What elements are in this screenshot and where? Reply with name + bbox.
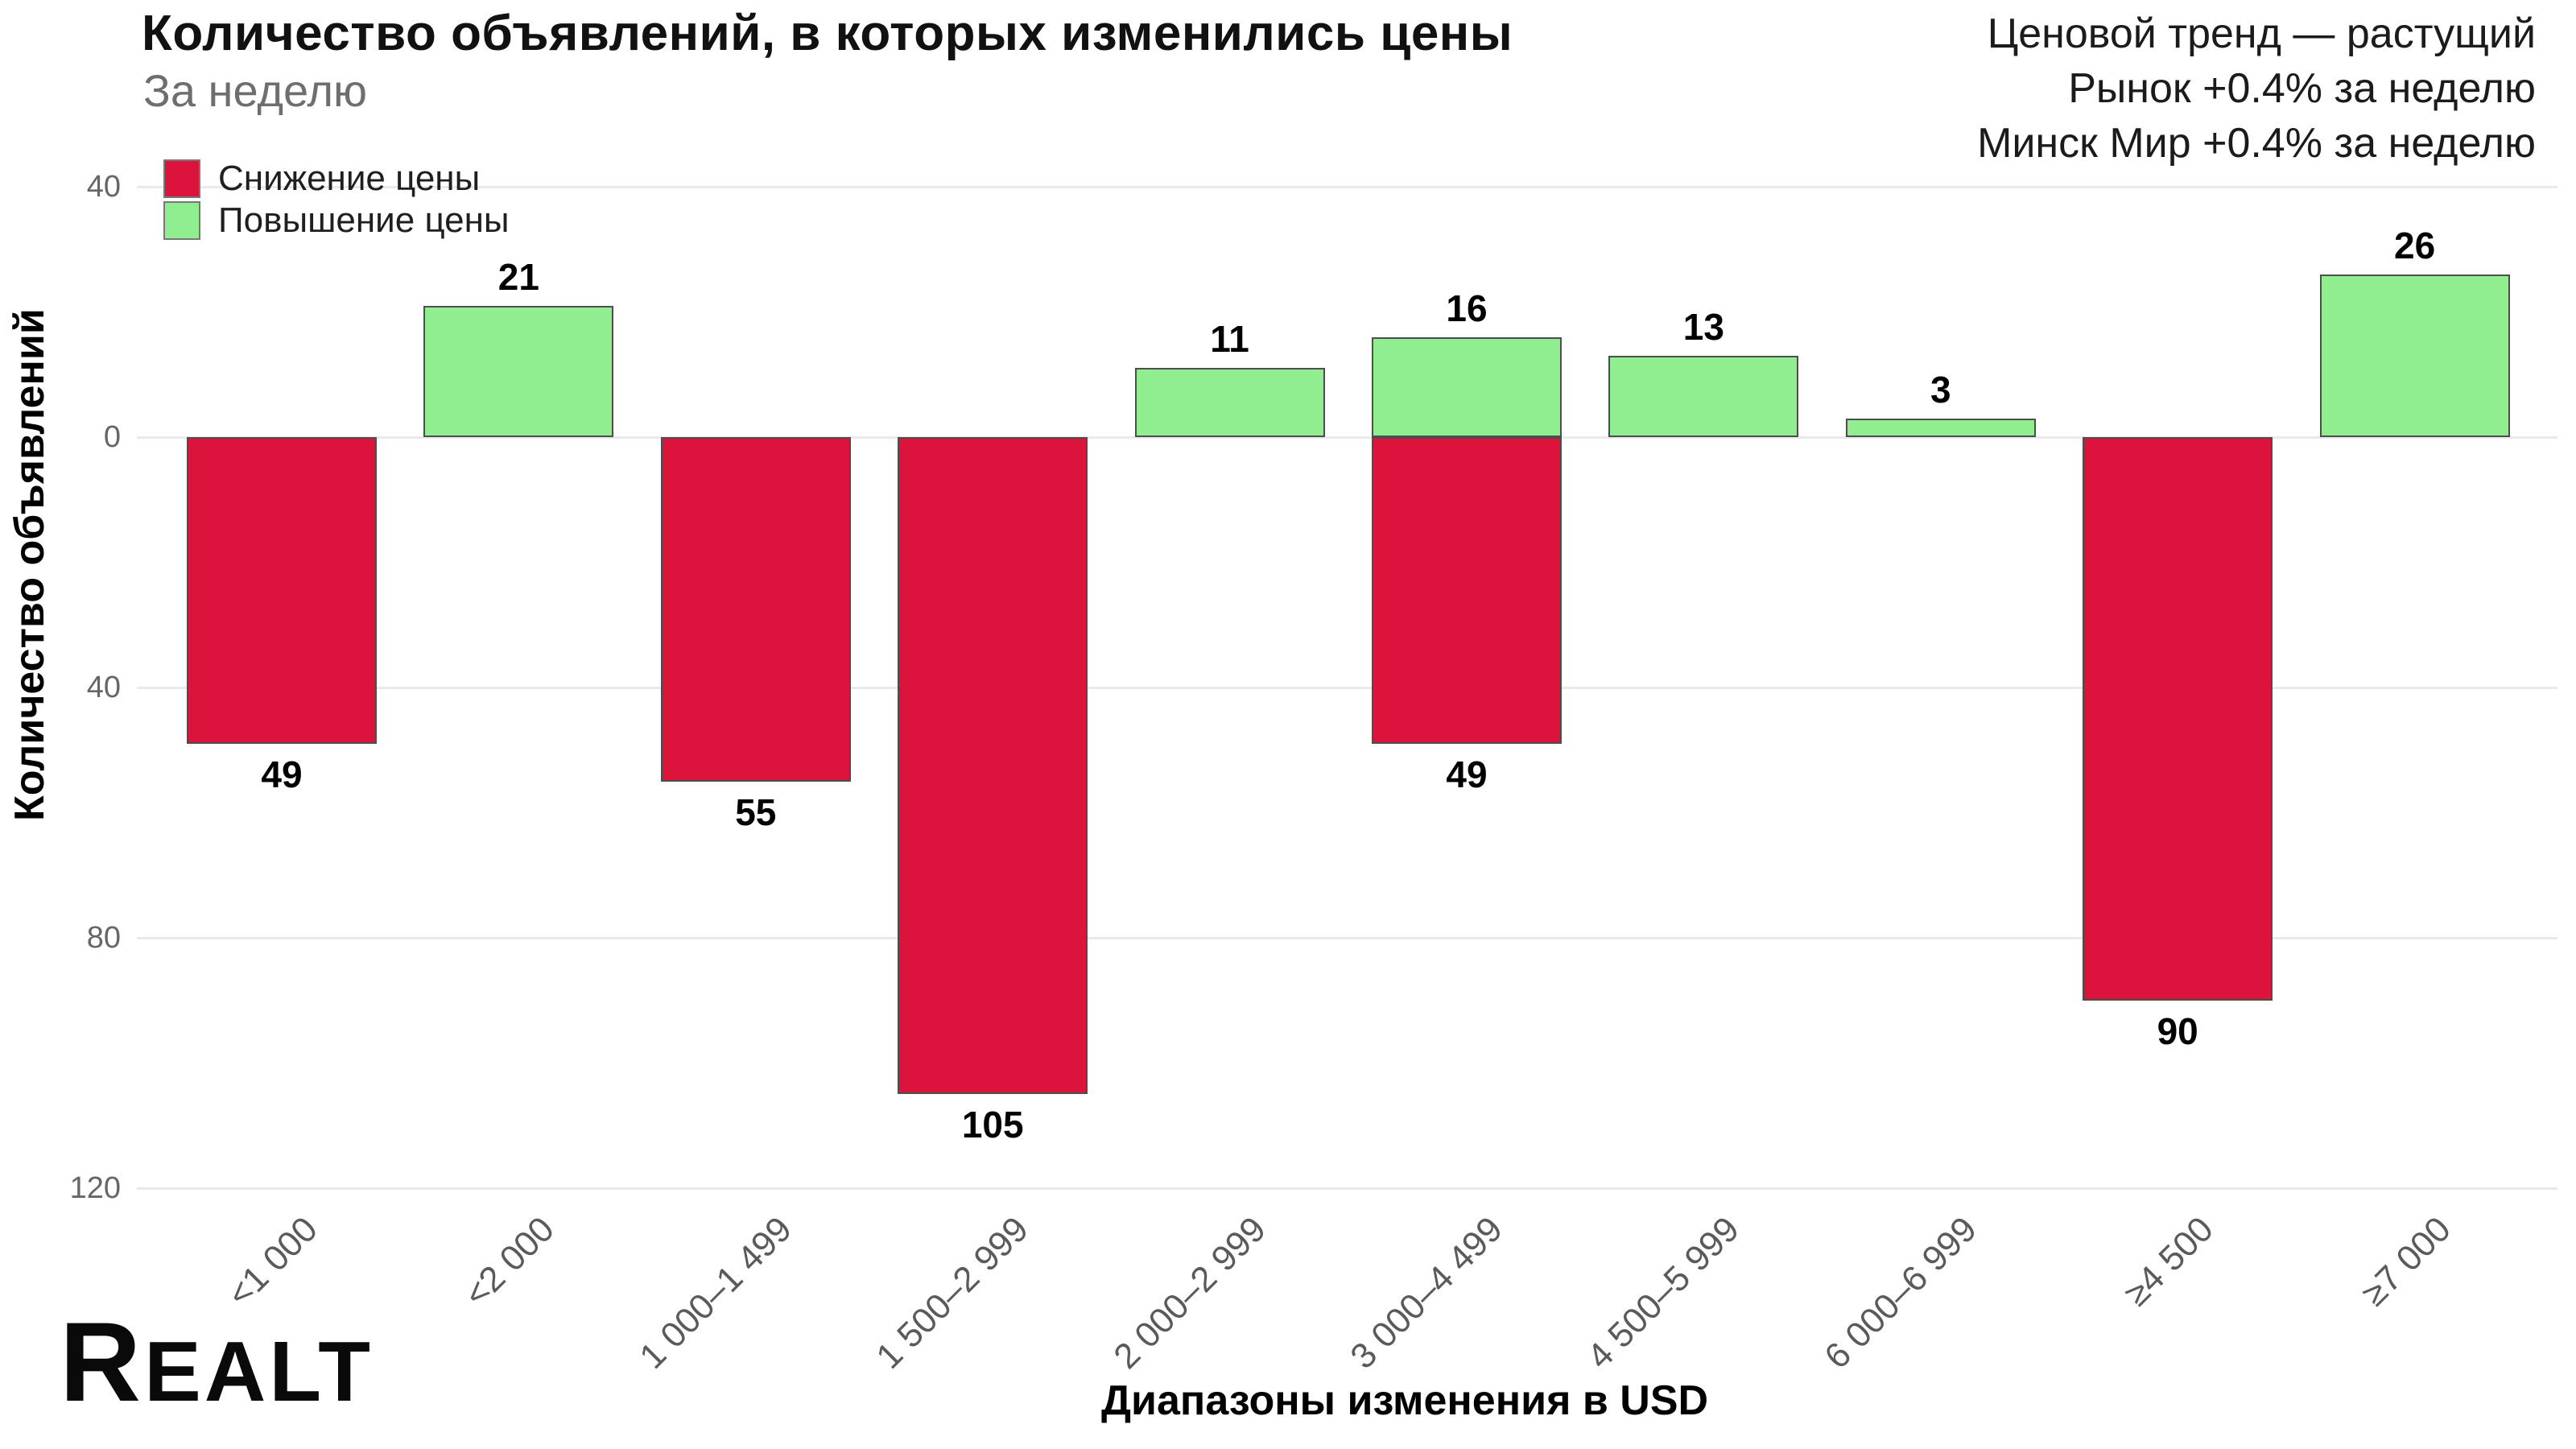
minsk-mir-trend-line: Минск Мир +0.4% за неделю (1977, 120, 2536, 167)
bar-price-increase (2319, 275, 2510, 437)
legend-label-decrease: Снижение цены (218, 159, 481, 198)
gridline (137, 185, 2557, 188)
y-tick-label: 80 (86, 921, 121, 955)
bar-value-label: 13 (1682, 306, 1724, 348)
market-trend-line: Рынок +0.4% за неделю (2068, 65, 2536, 112)
chart-title: Количество объявлений, в которых изменил… (142, 6, 1513, 61)
bar-value-label: 16 (1446, 287, 1488, 329)
legend: Снижение цены Повышение цены (163, 159, 510, 243)
realt-logo-rest: EALT (144, 1324, 374, 1419)
realt-logo: REALT (60, 1306, 374, 1428)
bar-value-label: 105 (961, 1104, 1024, 1146)
bar-value-label: 3 (1930, 369, 1951, 411)
price-increase-swatch (163, 201, 200, 240)
bar-value-label: 11 (1210, 318, 1249, 360)
trend-line: Ценовой тренд — растущий (1987, 10, 2536, 57)
bar-price-increase (1372, 337, 1562, 437)
bar-value-label: 26 (2394, 225, 2436, 266)
legend-label-increase: Повышение цены (218, 200, 510, 240)
bar-price-decrease (2083, 437, 2273, 1001)
gridline (137, 1187, 2557, 1190)
bar-price-increase (1845, 419, 2036, 437)
bar-value-label: 21 (497, 256, 539, 298)
bar-price-increase (1134, 368, 1325, 437)
bar-price-increase (1608, 356, 1799, 437)
gridline (137, 936, 2557, 939)
legend-item-increase: Повышение цены (163, 200, 510, 240)
bar-value-label: 55 (735, 791, 777, 833)
chart-subtitle: За неделю (143, 65, 368, 116)
bar-value-label: 90 (2157, 1010, 2198, 1052)
gridline (137, 436, 2557, 439)
y-axis-title: Количество объявлений (6, 308, 53, 821)
y-tick-label: 120 (69, 1171, 121, 1205)
y-tick-label: 0 (103, 420, 121, 454)
bar-price-increase (423, 306, 614, 437)
bar-value-label: 49 (261, 753, 303, 795)
bar-price-decrease (898, 437, 1088, 1094)
bar-value-label: 49 (1446, 753, 1488, 795)
bar-price-decrease (187, 437, 377, 744)
trend-annotation: Ценовой тренд — растущий Рынок +0.4% за … (1977, 6, 2536, 171)
gridline (137, 686, 2557, 689)
bar-price-decrease (1372, 437, 1562, 744)
x-axis-title: Диапазоны изменения в USD (1101, 1377, 1709, 1424)
y-tick-label: 40 (86, 671, 121, 704)
price-decrease-swatch (163, 159, 200, 198)
bar-price-decrease (660, 437, 851, 782)
realt-logo-initial: R (60, 1298, 145, 1425)
y-tick-label: 40 (86, 170, 121, 204)
legend-item-decrease: Снижение цены (163, 159, 510, 198)
